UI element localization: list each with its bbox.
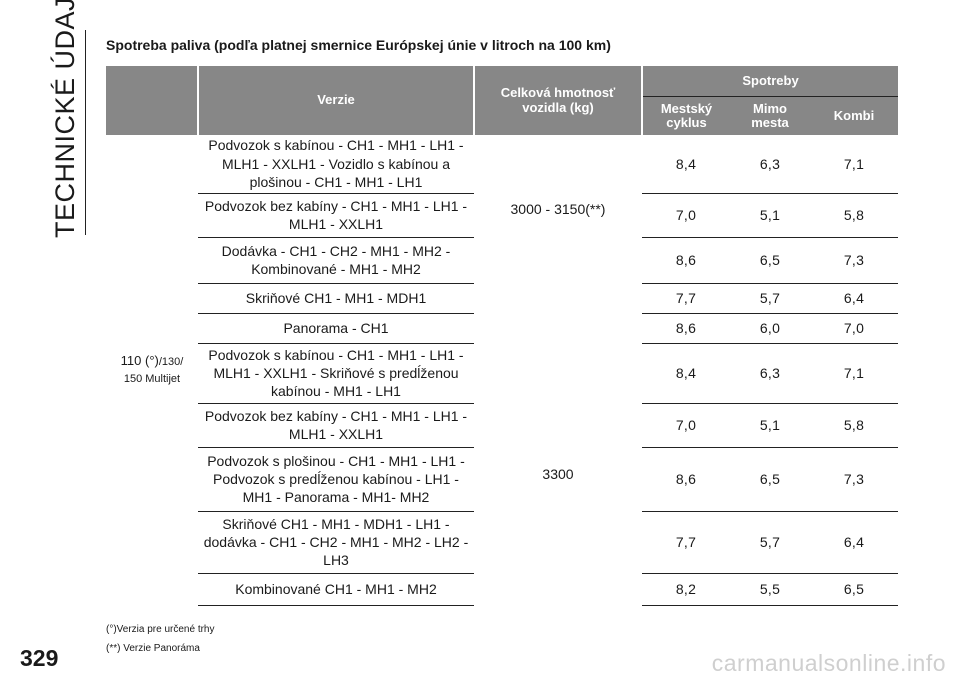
extra-urban-value: 5,7 [730,511,810,574]
table-row: 110 (°)/130/ 150 Multijet Podvozok s kab… [106,135,898,385]
engine-cell: 110 (°)/130/ 150 Multijet [106,135,198,605]
urban-value: 7,7 [642,283,730,314]
version-cell: Skriňové CH1 - MH1 - MDH1 - LH1 - dodávk… [198,511,474,574]
extra-urban-value: 5,7 [730,283,810,314]
combined-value: 5,8 [810,193,898,238]
version-cell: Panorama - CH1 [198,313,474,344]
table-row: Podvozok s plošinou - CH1 - MH1 - LH1 - … [106,447,898,512]
urban-value: 8,4 [642,343,730,404]
extra-urban-value: 6,3 [730,135,810,194]
mass-cell: 3300 [542,465,574,482]
header-version: Verzie [198,66,475,135]
urban-value: 8,6 [642,237,730,284]
urban-value: 7,7 [642,511,730,574]
page-number: 329 [20,645,59,671]
header-total-mass: Celková hmotnosť vozidla (kg) [474,66,643,135]
urban-value: 8,6 [642,313,730,344]
engine-label: 110 (°) [120,353,159,369]
page-heading: Spotreba paliva (podľa platnej smernice … [106,37,611,53]
version-cell: Podvozok s plošinou - CH1 - MH1 - LH1 - … [198,447,474,512]
combined-value: 6,4 [810,511,898,574]
extra-urban-value: 5,1 [730,193,810,238]
extra-urban-value: 6,3 [730,343,810,404]
header-consumption-group: Spotreby [642,66,898,97]
table-row: Dodávka - CH1 - CH2 - MH1 - MH2 - Kombin… [106,237,898,284]
combined-value: 7,3 [810,447,898,512]
table-row: Podvozok s kabínou - CH1 - MH1 - LH1 - M… [106,343,898,482]
urban-value: 7,0 [642,193,730,238]
extra-urban-value: 5,1 [730,403,810,448]
urban-value: 7,0 [642,403,730,448]
version-cell: Kombinované CH1 - MH1 - MH2 [198,573,474,606]
version-cell: Skriňové CH1 - MH1 - MDH1 [198,283,474,314]
footnote-market-version: (°)Verzia pre určené trhy [106,624,215,635]
footnote-panorama: (**) Verzie Panoráma [106,643,200,654]
version-cell: Podvozok s kabínou - CH1 - MH1 - LH1 - M… [198,343,474,404]
mass-cell: 3000 - 3150(**) [510,200,606,217]
footnotes: (°)Verzia pre určené trhy (**) Verzie Pa… [106,620,215,658]
engine-label-suffix: /130/ [158,356,184,369]
urban-value: 8,2 [642,573,730,606]
watermark: carmanualsonline.info [711,650,946,676]
table-row: Podvozok bez kabíny - CH1 - MH1 - LH1 - … [106,403,898,448]
version-cell: Podvozok s kabínou - CH1 - MH1 - LH1 - M… [198,135,474,194]
combined-value: 7,1 [810,135,898,194]
table-row: Podvozok bez kabíny - CH1 - MH1 - LH1 - … [106,193,898,238]
version-cell: Podvozok bez kabíny - CH1 - MH1 - LH1 - … [198,193,474,238]
extra-urban-value: 6,0 [730,313,810,344]
combined-value: 6,5 [810,573,898,606]
urban-value: 8,6 [642,447,730,512]
combined-value: 7,3 [810,237,898,284]
urban-value: 8,4 [642,135,730,194]
combined-value: 5,8 [810,403,898,448]
header-empty-cell [106,66,199,135]
header-extra-urban: Mimo mesta [730,96,810,135]
table-row: Kombinované CH1 - MH1 - MH2 8,2 5,5 6,5 [106,573,898,606]
extra-urban-value: 6,5 [730,447,810,512]
combined-value: 7,1 [810,343,898,404]
combined-value: 6,4 [810,283,898,314]
section-divider [85,30,86,235]
version-cell: Dodávka - CH1 - CH2 - MH1 - MH2 - Kombin… [198,237,474,284]
header-combined: Kombi [810,96,898,135]
header-urban-cycle: Mestský cyklus [642,96,730,135]
table-row: Panorama - CH1 8,6 6,0 7,0 [106,313,898,344]
table-row: Skriňové CH1 - MH1 - MDH1 - LH1 - dodávk… [106,511,898,574]
mass-cell-empty [474,283,642,343]
extra-urban-value: 6,5 [730,237,810,284]
table-row: Skriňové CH1 - MH1 - MDH1 7,7 5,7 6,4 [106,283,898,314]
version-cell: Podvozok bez kabíny - CH1 - MH1 - LH1 - … [198,403,474,448]
engine-label-line2: 150 Multijet [123,373,181,385]
combined-value: 7,0 [810,313,898,344]
section-title: TECHNICKÉ ÚDAJE [50,0,80,238]
fuel-consumption-table: Verzie Celková hmotnosť vozidla (kg) Spo… [106,66,898,606]
extra-urban-value: 5,5 [730,573,810,606]
